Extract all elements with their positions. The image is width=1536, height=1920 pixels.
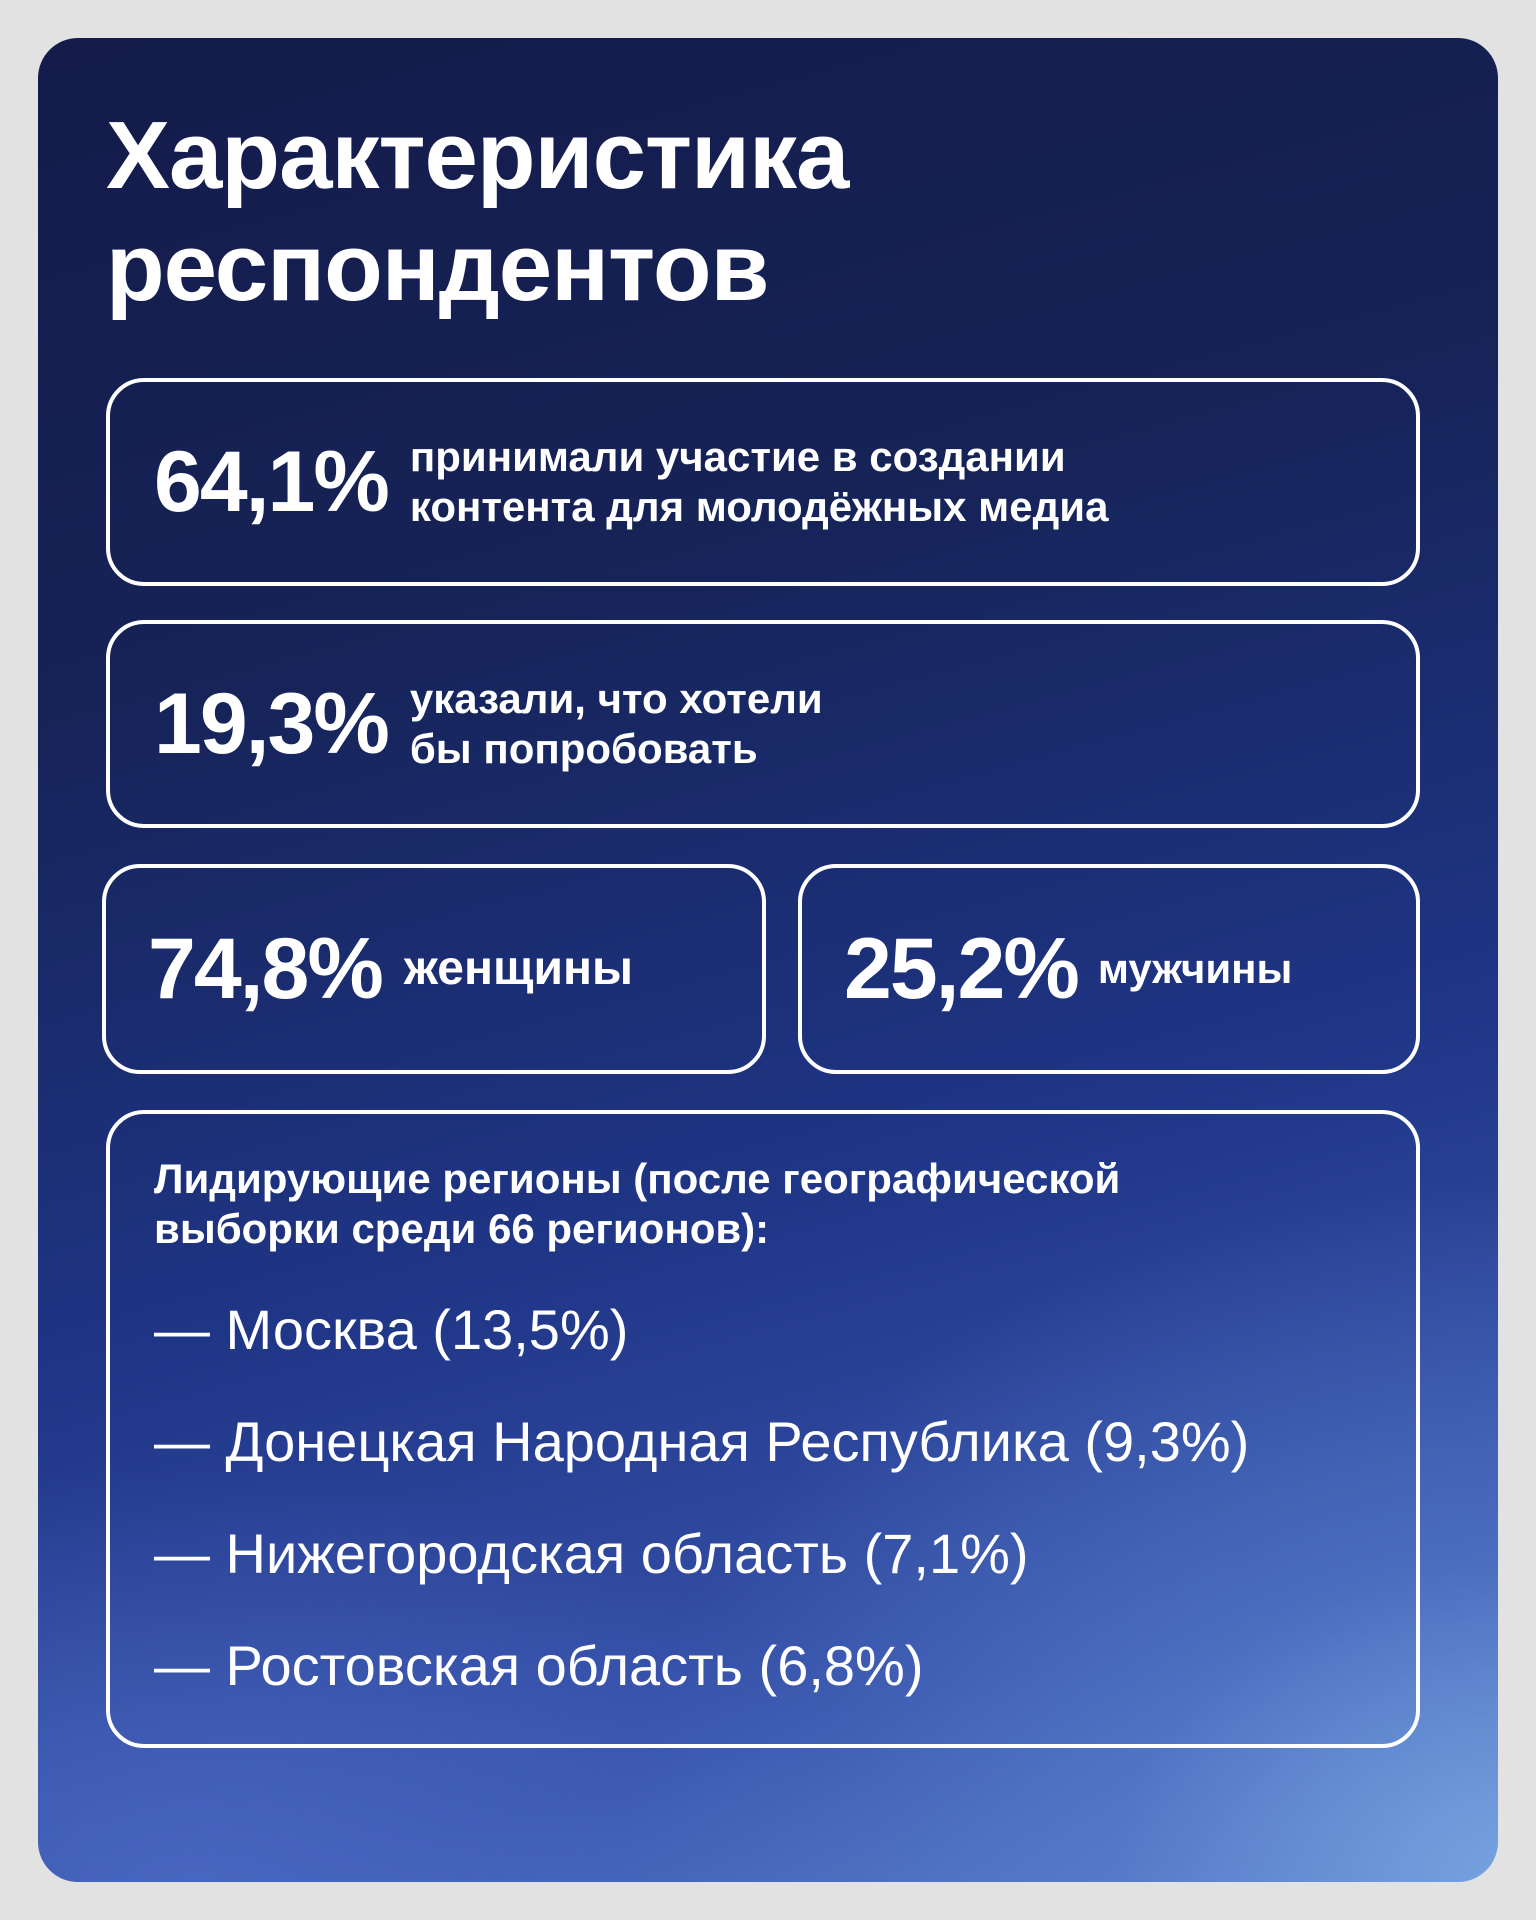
stat-description: принимали участие в создании контента дл… (410, 432, 1109, 532)
stat-value: 64,1% (154, 433, 390, 530)
stat-description: указали, что хотели бы попробовать (410, 674, 823, 774)
page-title: Характеристика респондентов (106, 102, 849, 321)
men-value: 25,2% (844, 920, 1080, 1017)
infographic-card: Характеристика респондентов 64,1% приним… (38, 38, 1498, 1882)
regions-intro: Лидирующие регионы (после географической… (154, 1154, 1120, 1254)
region-item-moscow: — Москва (13,5%) (154, 1298, 629, 1361)
stat-value: 19,3% (154, 675, 390, 772)
women-label: женщины (403, 942, 633, 995)
region-item-rostov: — Ростовская область (6,8%) (154, 1634, 924, 1697)
stat-description-line: бы попробовать (409, 725, 758, 772)
regions-intro-line: выборки среди 66 регионов): (154, 1205, 770, 1252)
stat-box-participated: 64,1% принимали участие в создании конте… (106, 378, 1420, 586)
stat-description-line: указали, что хотели (409, 675, 823, 722)
regions-intro-line: Лидирующие регионы (после географической (154, 1155, 1121, 1202)
region-item-nizhny-novgorod: — Нижегородская область (7,1%) (154, 1522, 1029, 1585)
stat-box-women: 74,8% женщины (102, 864, 766, 1074)
regions-list: — Москва (13,5%) — Донецкая Народная Рес… (154, 1298, 1249, 1746)
regions-box: Лидирующие регионы (после географической… (106, 1110, 1420, 1748)
stat-description-line: принимали участие в создании (409, 433, 1066, 480)
stat-description-line: контента для молодёжных медиа (409, 483, 1109, 530)
men-label: мужчины (1097, 945, 1293, 992)
women-value: 74,8% (148, 920, 384, 1017)
region-item-donetsk: — Донецкая Народная Республика (9,3%) (154, 1410, 1250, 1473)
stat-box-men: 25,2% мужчины (798, 864, 1420, 1074)
stat-box-want-to-try: 19,3% указали, что хотели бы попробовать (106, 620, 1420, 828)
